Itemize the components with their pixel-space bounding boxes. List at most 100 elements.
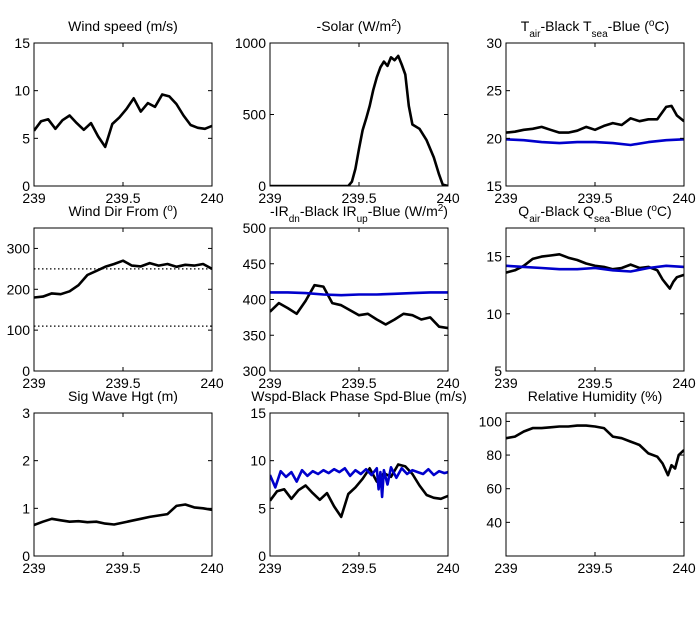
title-part: -Black T — [540, 18, 592, 34]
x-tick-label: 239 — [22, 375, 46, 391]
y-tick-label: 60 — [486, 481, 502, 497]
data-series-1 — [34, 503, 212, 527]
y-tick-label: 350 — [243, 327, 267, 343]
y-tick-label: 15 — [14, 35, 30, 51]
chart-title: Tair-Black Tsea-Blue (oC) — [521, 18, 669, 40]
chart-panel-2: -Solar (W/m2) 239 239.5 240 0 500 1000 — [235, 18, 460, 207]
data-series-2 — [270, 465, 448, 499]
title-part: Sig Wave Hgt (m) — [68, 388, 178, 404]
chart-panel-3: Tair-Black Tsea-Blue (oC) 239 239.5 240 15 20… — [486, 18, 695, 207]
title-part: dn — [289, 214, 300, 225]
data-series-1 — [506, 424, 684, 477]
x-tick-label: 239.5 — [341, 375, 376, 391]
y-tick-label: 500 — [243, 220, 267, 236]
y-tick-label: 10 — [486, 306, 502, 322]
y-tick-label: 25 — [486, 83, 502, 99]
y-tick-label: 5 — [22, 130, 30, 146]
y-tick-label: 15 — [486, 249, 502, 265]
x-tick-label: 240 — [436, 375, 460, 391]
x-tick-label: 239 — [494, 560, 518, 576]
plot-frame — [505, 412, 685, 557]
y-tick-label: 30 — [486, 35, 502, 51]
plot-frame — [505, 42, 685, 187]
x-tick-label: 239.5 — [577, 190, 612, 206]
x-tick-label: 239 — [258, 560, 282, 576]
y-tick-label: 450 — [243, 256, 267, 272]
title-part: -Blue (W/m — [368, 203, 438, 219]
x-tick-label: 240 — [200, 375, 224, 391]
data-series-1 — [270, 463, 448, 519]
plot-frame — [269, 227, 449, 372]
x-tick-label: 240 — [200, 190, 224, 206]
chart-panel-6: Qair-Black Qsea-Blue (oC) 239 239.5 240 5 10 1… — [486, 203, 695, 392]
title-part: -Solar (W/m — [317, 18, 392, 34]
x-tick-label: 239 — [22, 560, 46, 576]
title-part: Relative Humidity (%) — [528, 388, 663, 404]
title-part: -Black IR — [300, 203, 357, 219]
chart-title: Wind Dir From (o) — [68, 203, 177, 220]
x-tick-label: 240 — [672, 560, 696, 576]
y-tick-label: 200 — [7, 281, 31, 297]
title-part: Wind Dir From ( — [68, 203, 167, 219]
chart-panel-8: Wspd-Black Phase Spd-Blue (m/s) 239 239.5 2… — [250, 388, 466, 576]
title-part: up — [357, 214, 369, 225]
title-part: -Black Q — [540, 203, 594, 219]
x-tick-label: 240 — [436, 190, 460, 206]
title-part: -Blue ( — [608, 18, 650, 34]
y-tick-label: 300 — [243, 363, 267, 379]
data-series-1 — [270, 283, 448, 330]
title-part: Wind speed (m/s) — [68, 18, 178, 34]
y-tick-label: 0 — [22, 363, 30, 379]
chart-title: -Solar (W/m2) — [317, 18, 402, 35]
plot-frame — [269, 42, 449, 187]
plot-frame — [505, 227, 685, 372]
data-series-1 — [506, 253, 684, 290]
x-tick-label: 239 — [494, 190, 518, 206]
y-tick-label: 5 — [494, 363, 502, 379]
chart-title: Sig Wave Hgt (m) — [68, 388, 178, 404]
data-series-2 — [270, 291, 448, 297]
x-tick-label: 239.5 — [341, 190, 376, 206]
chart-panel-9: Relative Humidity (%) 239 239.5 240 40 60 80 10… — [479, 388, 696, 576]
y-tick-label: 1 — [22, 500, 30, 516]
x-tick-label: 240 — [672, 190, 696, 206]
title-part: sea — [592, 29, 609, 40]
x-tick-label: 239.5 — [105, 190, 140, 206]
title-part: ) — [173, 203, 178, 219]
data-series-1 — [34, 259, 212, 299]
title-part: o — [649, 18, 655, 29]
y-tick-label: 5 — [258, 500, 266, 516]
y-tick-label: 20 — [486, 130, 502, 146]
chart-panel-1: Wind speed (m/s) 239 239.5 240 0 5 10 15 — [14, 18, 223, 206]
chart-panel-7: Sig Wave Hgt (m) 239 239.5 240 0 1 2 3 — [22, 388, 224, 576]
chart-title: -IRdn-Black IRup-Blue (W/m2) — [270, 203, 448, 225]
y-tick-label: 10 — [14, 83, 30, 99]
y-tick-label: 0 — [258, 178, 266, 194]
x-tick-label: 239 — [258, 375, 282, 391]
chart-panel-4: Wind Dir From (o) 239 239.5 240 0 100 200 300 — [7, 203, 224, 392]
title-part: 2 — [391, 18, 397, 29]
title-part: 2 — [438, 203, 444, 214]
y-tick-label: 0 — [22, 548, 30, 564]
data-series-1 — [506, 104, 684, 134]
title-part: o — [167, 203, 173, 214]
chart-title: Qair-Black Qsea-Blue (oC) — [518, 203, 671, 225]
y-tick-label: 40 — [486, 514, 502, 530]
y-tick-label: 300 — [7, 240, 31, 256]
chart-title: Relative Humidity (%) — [528, 388, 663, 404]
title-part: -Blue ( — [610, 203, 652, 219]
y-tick-label: 0 — [22, 178, 30, 194]
title-part: air — [529, 29, 541, 40]
x-tick-label: 240 — [200, 560, 224, 576]
x-tick-label: 240 — [436, 560, 460, 576]
y-tick-label: 500 — [243, 107, 267, 123]
title-part: ) — [443, 203, 448, 219]
title-part: Q — [518, 203, 529, 219]
title-part: ) — [397, 18, 402, 34]
title-part: C) — [654, 18, 669, 34]
y-tick-label: 15 — [250, 405, 266, 421]
x-tick-label: 239.5 — [577, 375, 612, 391]
y-tick-label: 100 — [479, 413, 503, 429]
x-tick-label: 239.5 — [577, 560, 612, 576]
y-tick-label: 1000 — [235, 35, 266, 51]
